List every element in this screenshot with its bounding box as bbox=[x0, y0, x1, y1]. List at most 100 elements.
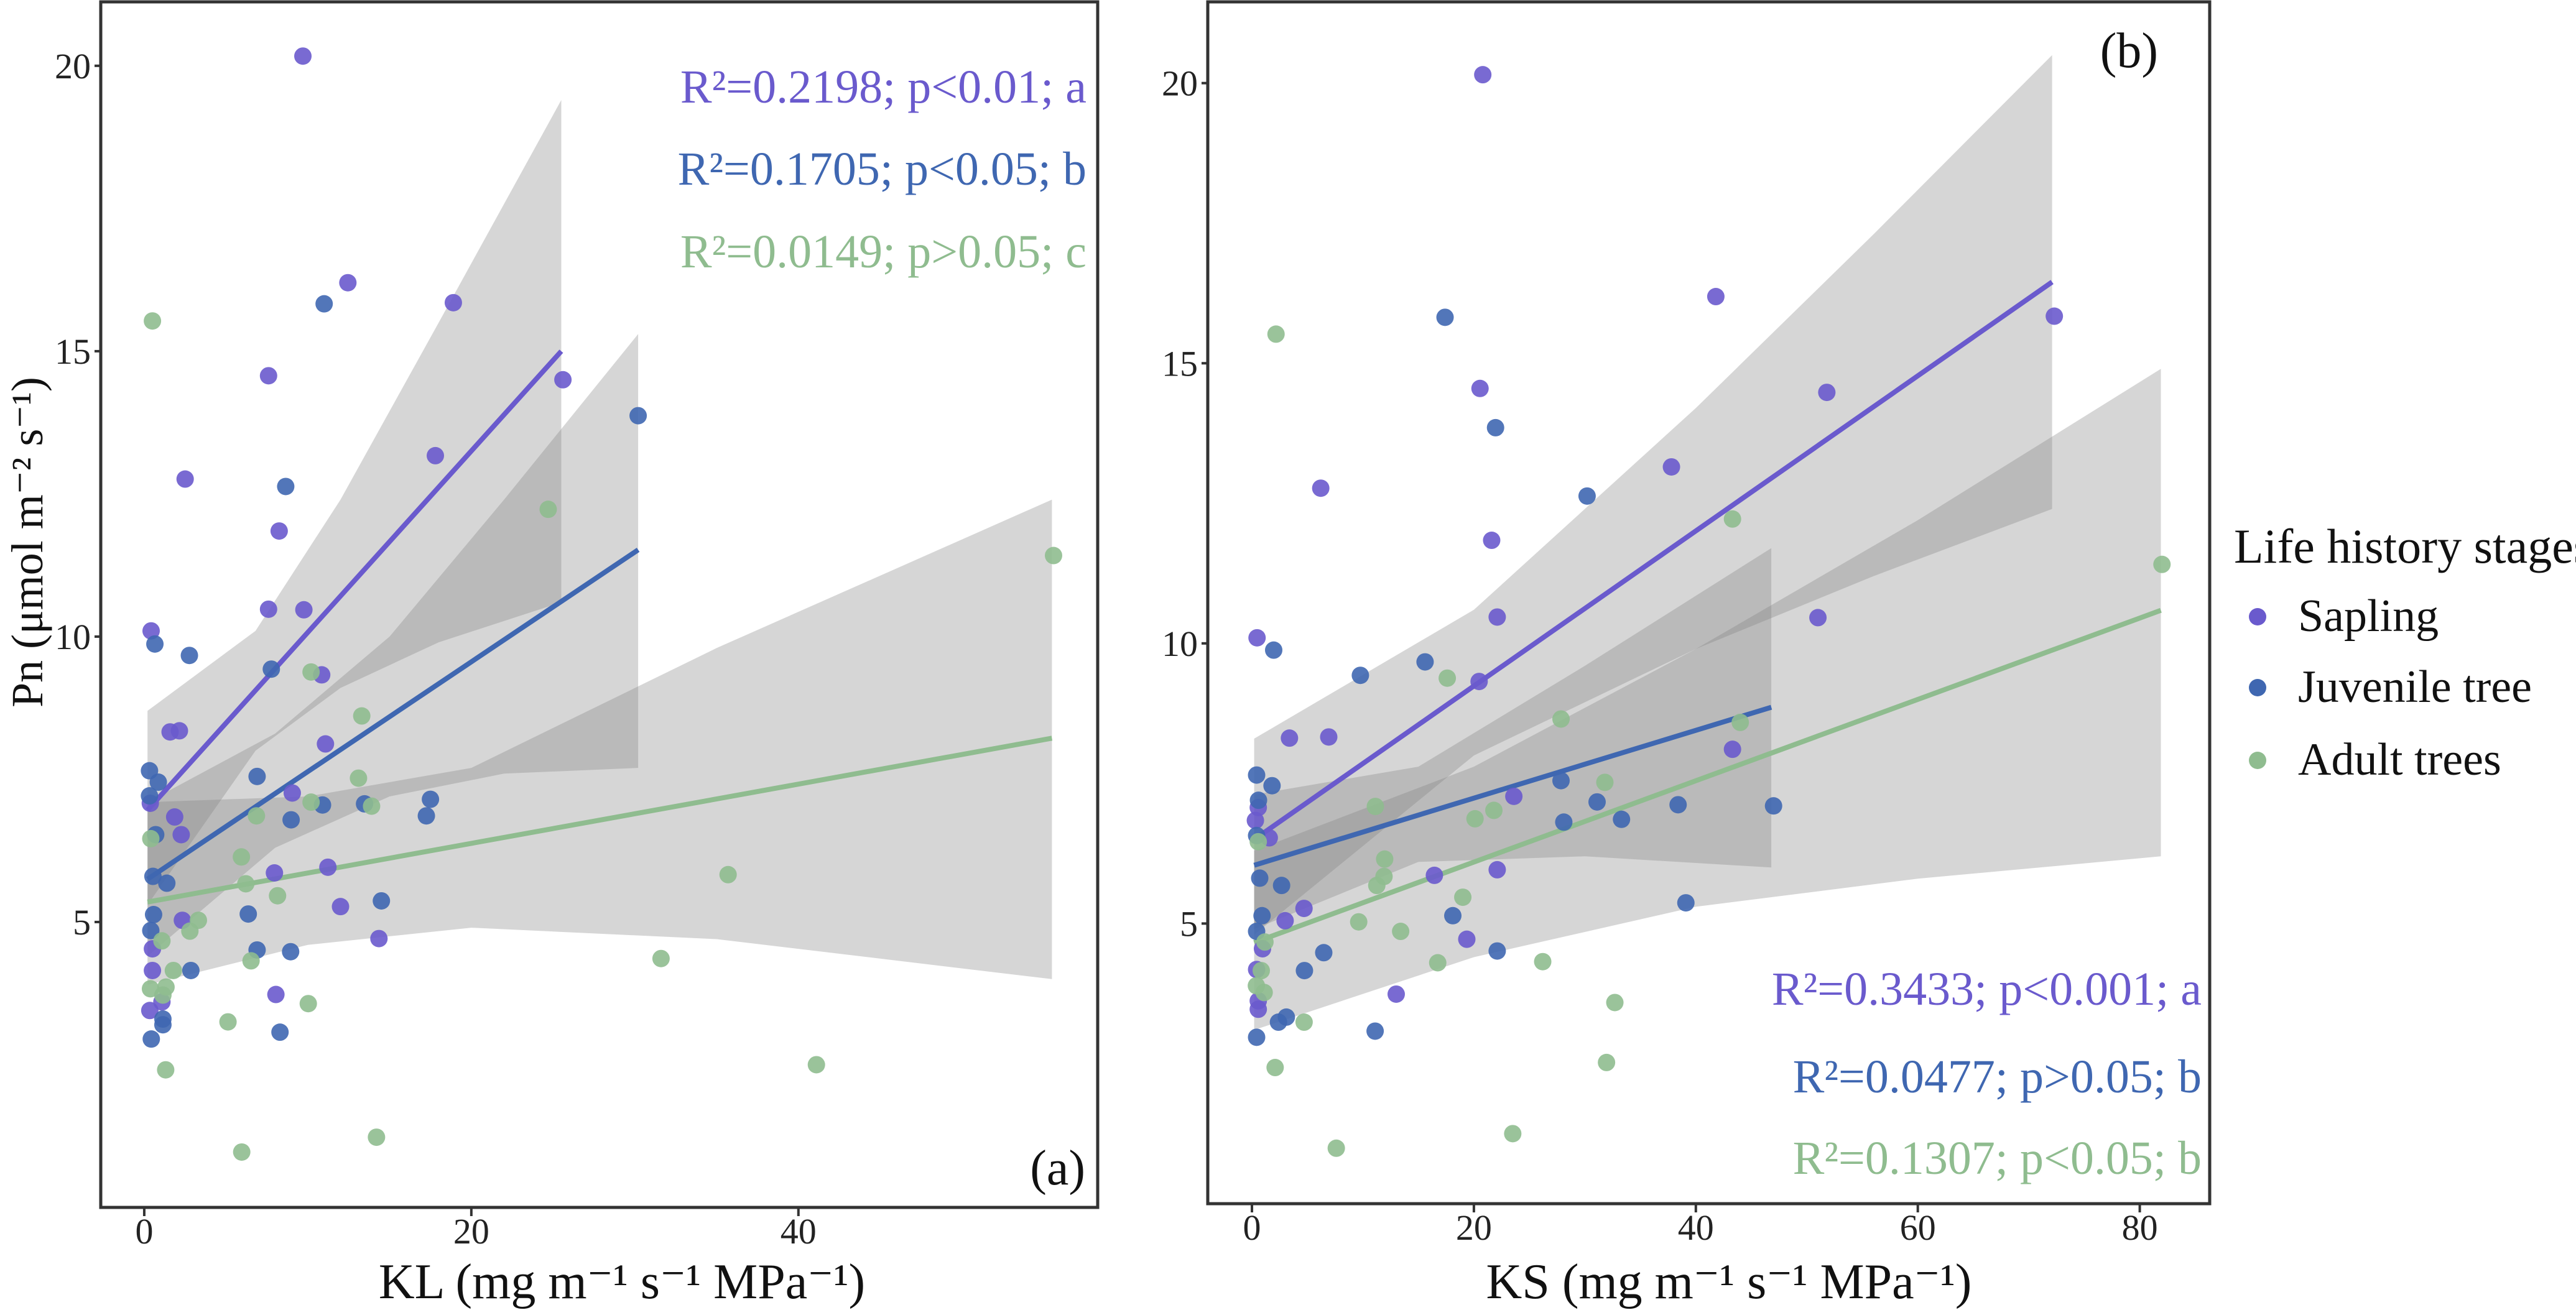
point-juvenile-tree bbox=[315, 295, 333, 313]
stat-juvenile-b: R²=0.0477; p>0.05; b bbox=[1793, 1051, 2202, 1103]
point-sapling bbox=[2046, 307, 2064, 325]
point-adult-trees bbox=[269, 887, 287, 905]
x-tick-label: 40 bbox=[781, 1211, 817, 1252]
point-juvenile-tree bbox=[1248, 766, 1266, 784]
point-sapling bbox=[172, 826, 190, 844]
point-sapling bbox=[266, 864, 284, 882]
point-adult-trees bbox=[350, 769, 368, 787]
x-tick-label: 0 bbox=[135, 1211, 153, 1252]
legend-marker-adult bbox=[2249, 752, 2266, 769]
point-juvenile-tree bbox=[1366, 1022, 1384, 1040]
point-juvenile-tree bbox=[1486, 418, 1504, 436]
point-sapling bbox=[319, 858, 337, 876]
point-juvenile-tree bbox=[262, 660, 280, 678]
point-sapling bbox=[1723, 740, 1741, 759]
point-sapling bbox=[144, 961, 162, 979]
x-tick-label: 60 bbox=[1900, 1207, 1936, 1248]
x-tick-label: 20 bbox=[1456, 1207, 1492, 1248]
point-sapling bbox=[427, 446, 445, 464]
point-adult-trees bbox=[368, 1128, 386, 1146]
point-juvenile-tree bbox=[239, 905, 257, 923]
x-tick-label: 80 bbox=[2122, 1207, 2158, 1248]
y-tick-label: 15 bbox=[55, 331, 91, 372]
point-sapling bbox=[1483, 532, 1501, 550]
point-juvenile-tree bbox=[1263, 777, 1281, 795]
point-adult-trees bbox=[1350, 913, 1368, 931]
stat-juvenile-a: R²=0.1705; p<0.05; b bbox=[678, 143, 1086, 195]
axes: 0 20 40 60 80 5 10 15 20 bbox=[1162, 0, 2212, 1248]
point-adult-trees bbox=[1255, 984, 1273, 1002]
fit-line-adult-trees bbox=[1253, 607, 2162, 945]
legend-marker-sapling bbox=[2249, 608, 2266, 625]
fit-line-sapling bbox=[1253, 280, 2054, 842]
y-tick-label: 10 bbox=[1162, 624, 1198, 664]
point-juvenile-tree bbox=[417, 807, 435, 825]
point-adult-trees bbox=[299, 995, 317, 1013]
point-adult-trees bbox=[1253, 962, 1271, 980]
point-adult-trees bbox=[1552, 710, 1570, 728]
legend-item-juvenile: Juvenile tree bbox=[2249, 662, 2532, 713]
point-sapling bbox=[1505, 787, 1523, 805]
point-adult-trees bbox=[363, 797, 381, 815]
point-sapling bbox=[1662, 458, 1680, 476]
point-juvenile-tree bbox=[271, 1023, 289, 1041]
confidence-band-juvenile-tree bbox=[1254, 548, 1772, 929]
point-sapling bbox=[317, 735, 335, 753]
legend-label-juvenile: Juvenile tree bbox=[2298, 662, 2532, 713]
point-sapling bbox=[1707, 288, 1725, 306]
point-adult-trees bbox=[248, 807, 266, 825]
point-juvenile-tree bbox=[1315, 944, 1333, 962]
panel-label-a: (a) bbox=[1030, 1141, 1085, 1196]
point-juvenile-tree bbox=[282, 811, 300, 829]
point-adult-trees bbox=[302, 793, 320, 811]
point-juvenile-tree bbox=[1444, 906, 1462, 925]
axes: 0 20 40 5 10 15 20 bbox=[55, 0, 1100, 1252]
stat-sapling-a: R²=0.2198; p<0.01; a bbox=[680, 61, 1086, 113]
point-juvenile-tree bbox=[1253, 906, 1271, 925]
stat-sapling-b: R²=0.3433; p<0.001; a bbox=[1772, 963, 2202, 1015]
point-adult-trees bbox=[144, 312, 162, 330]
y-tick-label: 20 bbox=[1162, 63, 1198, 104]
point-sapling bbox=[554, 371, 572, 389]
point-juvenile-tree bbox=[144, 906, 162, 924]
point-sapling bbox=[1312, 479, 1330, 497]
legend-label-adult: Adult trees bbox=[2298, 734, 2501, 785]
point-juvenile-tree bbox=[142, 1030, 160, 1048]
point-juvenile-tree bbox=[141, 787, 159, 805]
plot-frame bbox=[99, 0, 1100, 1209]
point-juvenile-tree bbox=[1677, 894, 1695, 912]
point-adult-trees bbox=[153, 932, 171, 950]
y-axis-label: Pn (μmol m⁻² s⁻¹) bbox=[2, 377, 52, 708]
y-tick-label: 10 bbox=[55, 617, 91, 657]
legend-title: Life history stages bbox=[2234, 519, 2576, 573]
point-adult-trees bbox=[154, 986, 172, 1004]
point-adult-trees bbox=[719, 865, 737, 883]
stat-adult-a: R²=0.0149; p>0.05; c bbox=[680, 226, 1086, 278]
point-sapling bbox=[444, 293, 462, 311]
point-sapling bbox=[142, 622, 160, 640]
point-sapling bbox=[370, 929, 388, 948]
point-adult-trees bbox=[807, 1056, 825, 1074]
point-sapling bbox=[259, 367, 277, 385]
legend: Life history stages Sapling Juvenile tre… bbox=[2234, 519, 2576, 785]
point-adult-trees bbox=[1439, 669, 1457, 687]
point-adult-trees bbox=[237, 875, 255, 893]
point-adult-trees bbox=[219, 1013, 237, 1031]
point-juvenile-tree bbox=[1351, 667, 1369, 685]
point-sapling bbox=[1295, 900, 1313, 918]
point-sapling bbox=[1320, 728, 1338, 746]
point-adult-trees bbox=[1256, 933, 1274, 951]
point-juvenile-tree bbox=[277, 477, 295, 496]
point-sapling bbox=[259, 600, 277, 618]
fit-line-juvenile-tree bbox=[1253, 704, 1772, 868]
confidence-bands bbox=[1254, 55, 2161, 1030]
point-juvenile-tree bbox=[142, 921, 160, 939]
point-adult-trees bbox=[233, 1143, 251, 1161]
point-adult-trees bbox=[233, 848, 251, 866]
point-adult-trees bbox=[157, 1061, 175, 1079]
point-juvenile-tree bbox=[1416, 653, 1434, 671]
stat-adult-b: R²=0.1307; p<0.05; b bbox=[1793, 1132, 2202, 1184]
legend-label-sapling: Sapling bbox=[2298, 591, 2439, 642]
data-points bbox=[1246, 66, 2171, 1157]
